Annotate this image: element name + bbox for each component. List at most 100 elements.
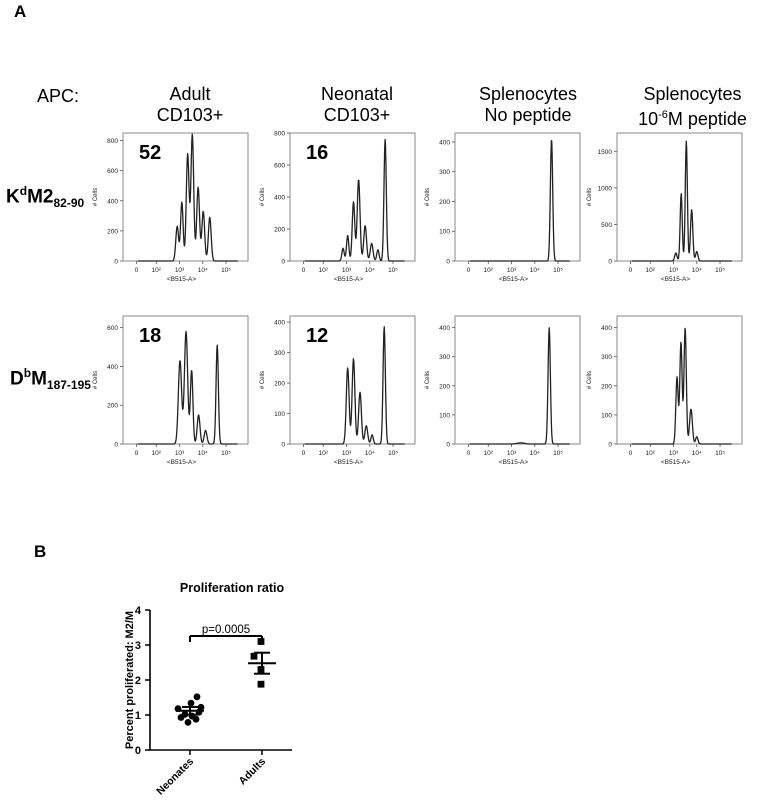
column-header-line2-post: M peptide xyxy=(667,109,747,129)
x-tick-label: 0 xyxy=(135,450,139,457)
x-tick-label: 10⁴ xyxy=(365,450,375,457)
panel-a-letter: A xyxy=(14,2,27,21)
y-tick-label: 100 xyxy=(439,229,450,236)
x-tick-label: 10² xyxy=(646,450,656,457)
y-tick-label: 200 xyxy=(439,383,450,390)
y-tick-label: 600 xyxy=(274,163,285,170)
x-axis-label: <B515-A> xyxy=(661,459,690,466)
histogram-curve xyxy=(137,133,238,262)
x-tick-label: 10³ xyxy=(507,267,517,274)
y-tick-label: 400 xyxy=(107,364,118,371)
y-axis-label: # Cells xyxy=(587,188,593,206)
histogram-panel: 0 100 200 300 400 # Cells 0 10² 10³ 10⁴ 10⁵ <B515-A… xyxy=(425,132,581,283)
percent-proliferated-label: 52 xyxy=(139,142,161,164)
x-tick-label: Adults xyxy=(237,756,269,788)
y-tick-label: 400 xyxy=(439,325,450,332)
row-label-sup: b xyxy=(23,366,32,380)
apc-label: APC: xyxy=(37,86,80,106)
y-tick-label: 0 xyxy=(281,442,285,449)
y-tick-label: 1500 xyxy=(598,149,613,156)
data-point xyxy=(250,652,258,660)
y-tick-label: 0 xyxy=(114,259,118,266)
x-tick-label: 0 xyxy=(302,450,306,457)
x-axis-label: <B515-A> xyxy=(334,459,363,466)
column-header-line1: Neonatal xyxy=(320,84,394,104)
y-axis-label: # Cells xyxy=(260,371,266,389)
y-axis-label: Percent proliferated: M2/M xyxy=(124,611,136,749)
histogram-panel: 0 100 200 300 400 # Cells 0 10² 10³ 10⁴ 10⁵ <B515-A… xyxy=(260,315,416,466)
x-tick-label: 10⁴ xyxy=(365,267,375,274)
y-tick-label: 600 xyxy=(107,168,118,175)
percent-proliferated-label: 16 xyxy=(306,142,328,164)
row-label-main: M2 xyxy=(27,186,54,208)
histogram-panel: 0 100 200 300 400 # Cells 0 10² 10³ 10⁴ 10⁵ <B515-A… xyxy=(425,315,581,466)
x-tick-label: 10² xyxy=(319,267,329,274)
x-tick-label: 10² xyxy=(646,267,656,274)
x-tick-label: 10⁵ xyxy=(715,450,725,457)
histogram-frame xyxy=(122,315,249,445)
row-label-sup: d xyxy=(19,184,28,198)
row-label-sub: 187-195 xyxy=(46,378,91,393)
x-tick-label: 10⁴ xyxy=(198,450,208,457)
row-label-sub: 82-90 xyxy=(53,196,85,211)
y-axis-label: # Cells xyxy=(260,188,266,206)
row-label-base: K xyxy=(6,186,20,208)
column-header-line2: 10-6M peptide xyxy=(620,105,765,130)
y-tick-label: 400 xyxy=(601,325,612,332)
y-tick-label: 500 xyxy=(601,222,612,229)
y-tick-label: 0 xyxy=(446,442,450,449)
histogram-frame xyxy=(616,132,743,262)
y-tick-label: 100 xyxy=(439,412,450,419)
column-header-neonatal: Neonatal CD103+ xyxy=(297,84,417,126)
x-tick-label: 10² xyxy=(484,267,494,274)
y-tick-label: 0 xyxy=(446,259,450,266)
chart-title: Proliferation ratio xyxy=(180,581,285,595)
y-tick-label: 300 xyxy=(274,350,285,357)
x-tick-label: 10⁴ xyxy=(530,450,540,457)
column-header-line2: CD103+ xyxy=(323,105,391,125)
histogram-curve xyxy=(304,326,405,445)
x-tick-label: 10³ xyxy=(342,267,352,274)
y-tick-label: 800 xyxy=(107,138,118,145)
x-tick-label: 10⁵ xyxy=(553,450,563,457)
x-axis-label: <B515-A> xyxy=(334,276,363,283)
x-axis-label: <B515-A> xyxy=(661,276,690,283)
histogram-frame xyxy=(454,132,581,262)
x-tick-label: 10⁴ xyxy=(530,267,540,274)
y-tick-label: 0 xyxy=(281,259,285,266)
histogram-curve xyxy=(631,140,732,262)
y-tick-label: 1 xyxy=(135,710,141,722)
y-tick-label: 3 xyxy=(135,640,141,652)
x-tick-label: 10³ xyxy=(342,450,352,457)
y-tick-label: 200 xyxy=(107,403,118,410)
column-header-adult: Adult CD103+ xyxy=(130,84,250,126)
x-tick-label: 10³ xyxy=(507,450,517,457)
histogram-curve xyxy=(304,138,405,262)
x-tick-label: 10² xyxy=(484,450,494,457)
column-header-line2-sup: -6 xyxy=(658,109,668,121)
y-axis-label: # Cells xyxy=(587,371,593,389)
y-axis-label: # Cells xyxy=(93,188,99,206)
y-tick-label: 0 xyxy=(608,442,612,449)
percent-proliferated-label: 18 xyxy=(139,325,161,347)
y-tick-label: 200 xyxy=(601,383,612,390)
histogram-curve xyxy=(469,327,570,445)
y-axis-label: # Cells xyxy=(425,371,431,389)
histogram-curve xyxy=(469,139,570,262)
data-point xyxy=(197,703,205,711)
x-tick-label: 10⁵ xyxy=(221,267,231,274)
x-tick-label: 10³ xyxy=(175,450,185,457)
histogram-panel: 0 100 200 300 400 # Cells 0 10² 10³ 10⁴ 10⁵ <B515-A… xyxy=(587,315,743,466)
column-header-line2: No peptide xyxy=(484,105,572,125)
column-header-line2-pre: 10 xyxy=(638,109,659,129)
x-tick-label: 10⁵ xyxy=(388,267,398,274)
y-tick-label: 0 xyxy=(608,259,612,266)
data-point xyxy=(193,693,201,701)
x-axis-label: <B515-A> xyxy=(167,459,196,466)
x-tick-label: 10⁴ xyxy=(692,267,702,274)
x-tick-label: 10⁴ xyxy=(692,450,702,457)
row-label-main: M xyxy=(31,368,47,390)
panel-b-letter: B xyxy=(34,542,47,561)
